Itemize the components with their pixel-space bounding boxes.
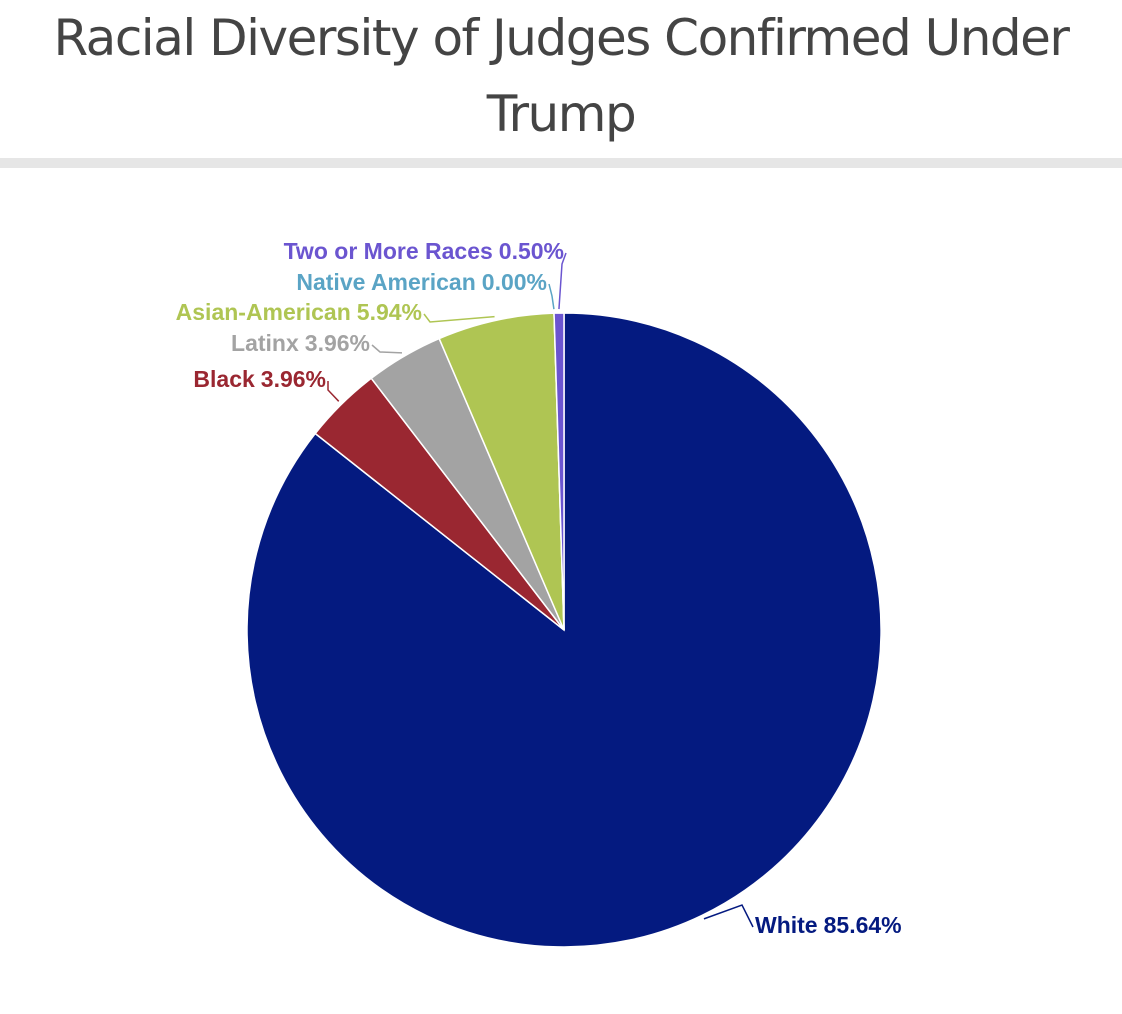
slice-label-value: 85.64% bbox=[824, 912, 902, 938]
leader-line bbox=[327, 381, 340, 402]
leader-line bbox=[423, 313, 495, 323]
slice-label: Black 3.96% bbox=[193, 366, 326, 392]
slice-label-value: 5.94% bbox=[357, 299, 422, 325]
title-divider bbox=[0, 158, 1122, 168]
slice-label-name: Two or More Races bbox=[284, 238, 493, 264]
chart-title: Racial Diversity of Judges Confirmed Und… bbox=[53, 9, 1070, 143]
slice-label-name: White bbox=[755, 912, 818, 938]
leader-line bbox=[558, 252, 567, 310]
slice-label-value: 0.00% bbox=[482, 269, 547, 295]
slice-label: Two or More Races 0.50% bbox=[284, 238, 564, 264]
leader-line bbox=[371, 344, 403, 354]
slice-label-value: 0.50% bbox=[499, 238, 564, 264]
slice-label: Asian-American 5.94% bbox=[176, 299, 422, 325]
slice-label-name: Native American bbox=[296, 269, 475, 295]
slice-label-value: 3.96% bbox=[305, 330, 370, 356]
slice-label-value: 3.96% bbox=[261, 366, 326, 392]
pie-slice bbox=[553, 312, 565, 631]
slice-label-name: Asian-American bbox=[176, 299, 351, 325]
slice-label: Latinx 3.96% bbox=[231, 330, 370, 356]
slice-label-name: Latinx bbox=[231, 330, 299, 356]
slice-label-name: Black bbox=[193, 366, 255, 392]
slice-label: Native American 0.00% bbox=[296, 269, 547, 295]
leader-line bbox=[703, 904, 754, 928]
slice-label: White 85.64% bbox=[755, 912, 902, 938]
leader-line bbox=[548, 283, 555, 310]
